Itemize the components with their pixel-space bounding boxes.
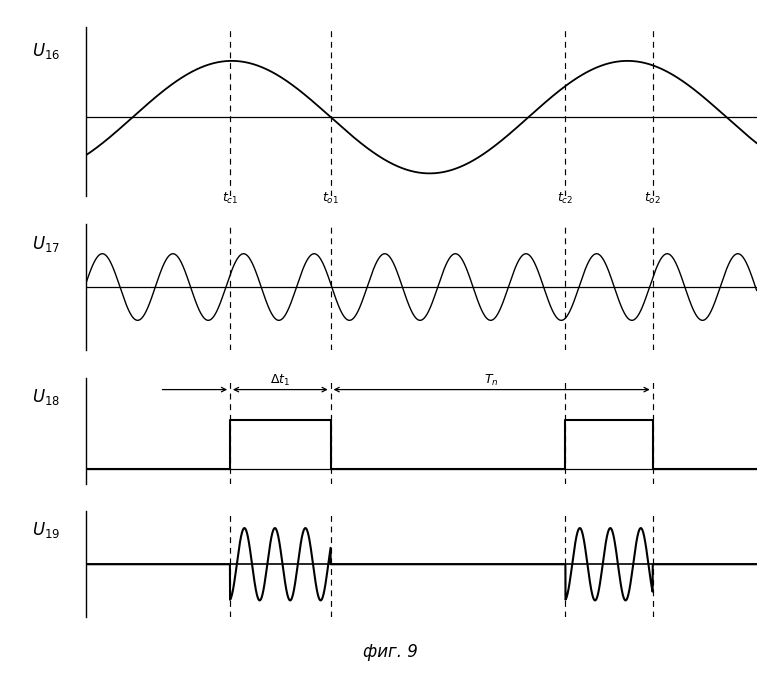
Text: фиг. 9: фиг. 9	[363, 643, 417, 661]
Text: $U_{19}$: $U_{19}$	[32, 520, 60, 540]
Text: $T_n$: $T_n$	[484, 372, 499, 388]
Text: $U_{18}$: $U_{18}$	[32, 386, 60, 407]
Text: $U_{17}$: $U_{17}$	[32, 234, 60, 254]
Text: $t_{c2}$: $t_{c2}$	[557, 191, 573, 207]
Text: $t_{o2}$: $t_{o2}$	[644, 191, 661, 207]
Text: $t_{o1}$: $t_{o1}$	[322, 191, 339, 207]
Text: $t_{c1}$: $t_{c1}$	[222, 191, 238, 207]
Text: $U_{16}$: $U_{16}$	[32, 41, 60, 60]
Text: $\Delta t_1$: $\Delta t_1$	[270, 372, 290, 388]
